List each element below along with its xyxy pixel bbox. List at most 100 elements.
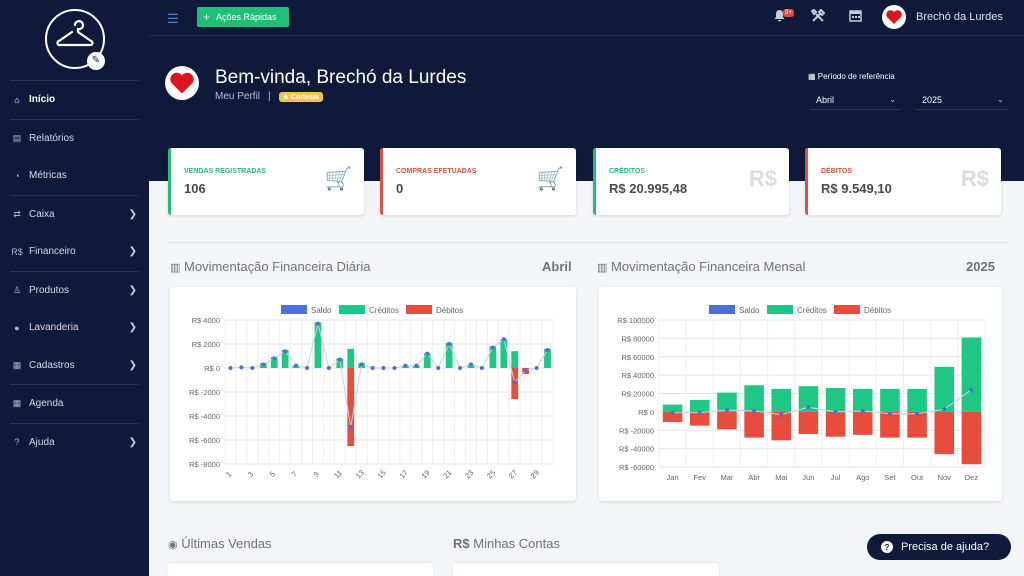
bar-creditos — [500, 339, 508, 368]
help-button[interactable]: ? Precisa de ajuda? — [867, 534, 1011, 560]
bar-debitos — [689, 411, 710, 426]
saldo-point — [228, 366, 233, 370]
bar-debitos — [961, 411, 982, 465]
sidebar-item-8[interactable]: ▦ Agenda — [0, 385, 149, 423]
edit-logo-icon[interactable]: ✎ — [87, 52, 105, 70]
saldo-point — [425, 351, 430, 356]
user-name[interactable]: Brechó da Lurdes — [916, 11, 1003, 23]
bar-creditos — [880, 388, 900, 412]
card-value: 106 — [184, 181, 206, 196]
y-tick-label: R$ 2000 — [192, 340, 220, 349]
x-tick-label: 19 — [419, 468, 431, 480]
bar-creditos — [489, 346, 497, 368]
y-tick-label: R$ -2000 — [189, 388, 220, 397]
saldo-point — [381, 366, 386, 370]
drop-icon: ● — [14, 322, 20, 333]
saldo-point — [969, 387, 974, 392]
sidebar-item-label: Métricas — [29, 170, 67, 182]
currency-icon: R$ — [748, 166, 777, 191]
saldo-point — [447, 342, 452, 346]
year-select[interactable]: 2025 ⌄ — [916, 91, 1008, 110]
store-logo[interactable] — [45, 9, 105, 69]
y-tick-label: R$ 4000 — [192, 316, 220, 325]
saldo-point — [501, 337, 506, 342]
kpi-card-1: COMPRAS EFETUADAS 0 🛒 — [380, 148, 576, 215]
chevron-down-icon: ⌄ — [997, 95, 1004, 104]
y-tick-label: R$ 80000 — [621, 334, 654, 343]
quick-actions-label: Ações Rápidas — [216, 12, 277, 22]
saldo-point — [305, 366, 309, 370]
sidebar-item-2[interactable]: ◔ Métricas — [0, 157, 149, 195]
card-accent — [168, 148, 171, 215]
bar-debitos — [347, 368, 355, 446]
sidebar-item-5[interactable]: ♙ Produtos ❯ — [0, 272, 149, 310]
my-profile-link[interactable]: Meu Perfil — [215, 91, 261, 102]
saldo-point — [403, 363, 408, 368]
sidebar-nav: ⌂ Início ▤ Relatórios ◔ Métricas ⇄ Caixa ❯ R$ Fina… — [0, 80, 149, 461]
y-tick-label: R$ -4000 — [189, 412, 220, 421]
cart-add-icon: 🛒 — [536, 166, 564, 191]
monthly-chart-title: ▥ Movimentação Financeira Mensal — [597, 259, 805, 274]
user-avatar[interactable] — [882, 5, 906, 29]
my-accounts-panel — [453, 563, 719, 576]
bar-debitos — [825, 411, 846, 437]
plan-badge-label: Cortesia — [290, 93, 319, 101]
top-bar: ☰ + Ações Rápidas 9+ Brechó da Lurdes — [149, 0, 1024, 36]
y-tick-label: R$ -40000 — [619, 445, 654, 454]
quick-actions-button[interactable]: + Ações Rápidas — [197, 7, 289, 27]
x-tick-label: Set — [884, 473, 896, 482]
sidebar-item-7[interactable]: ▦ Cadastros ❯ — [0, 347, 149, 385]
saldo-point — [523, 368, 528, 373]
sidebar-item-6[interactable]: ● Lavanderia ❯ — [0, 309, 149, 347]
sidebar-item-3[interactable]: ⇄ Caixa ❯ — [0, 196, 149, 234]
bar-creditos — [689, 399, 710, 412]
monthly-chart-period: 2025 — [966, 259, 995, 274]
saldo-point — [512, 380, 517, 385]
saldo-point — [779, 412, 784, 417]
saldo-point — [359, 362, 364, 367]
bar-creditos — [798, 386, 819, 412]
bar-debitos — [852, 411, 873, 435]
bar-creditos — [445, 342, 453, 368]
chart-icon: ▥ — [597, 262, 608, 274]
year-select-value: 2025 — [922, 95, 943, 105]
x-tick-label: Out — [911, 473, 924, 482]
sidebar-item-9[interactable]: ? Ajuda ❯ — [0, 424, 149, 462]
sidebar-divider — [10, 422, 139, 424]
x-tick-label: Ago — [856, 473, 869, 482]
month-select[interactable]: Abril ⌄ — [810, 91, 900, 110]
sidebar-item-0[interactable]: ⌂ Início — [0, 81, 149, 119]
currency-icon: R$ — [453, 536, 470, 551]
month-select-value: Abril — [816, 95, 835, 105]
card-accent — [805, 148, 808, 215]
x-tick-label: 3 — [246, 470, 255, 479]
bell-icon[interactable] — [773, 9, 786, 25]
menu-toggle-icon[interactable]: ☰ — [167, 11, 179, 26]
question-icon: ? — [881, 541, 893, 553]
bar-creditos — [281, 350, 289, 368]
daily-chart-title: ▥ Movimentação Financeira Diária — [170, 259, 370, 274]
y-tick-label: R$ -20000 — [619, 426, 654, 435]
hanger-icon — [56, 20, 94, 47]
chevron-right-icon: ❯ — [128, 359, 137, 371]
legend-swatch — [834, 305, 860, 314]
calendar-icon: ▦ — [12, 398, 22, 409]
sidebar-item-1[interactable]: ▤ Relatórios — [0, 120, 149, 158]
x-tick-label: Fev — [693, 473, 706, 482]
calendar-icon[interactable] — [849, 9, 862, 25]
recent-sales-title: ◉ Últimas Vendas — [168, 536, 272, 551]
tools-icon[interactable] — [810, 8, 826, 26]
x-tick-label: 17 — [398, 468, 410, 480]
saldo-point — [833, 409, 838, 414]
saldo-point — [348, 424, 353, 429]
period-label: ▦ Período de referência — [808, 72, 895, 81]
bar-creditos — [270, 357, 278, 368]
help-button-label: Precisa de ajuda? — [901, 541, 990, 553]
x-tick-label: 5 — [268, 470, 277, 479]
card-label: COMPRAS EFETUADAS — [396, 168, 477, 175]
sidebar-item-4[interactable]: R$ Financeiro ❯ — [0, 233, 149, 271]
x-tick-label: Dez — [965, 473, 979, 482]
legend-label: Créditos — [797, 306, 827, 315]
saldo-point — [915, 411, 920, 416]
bar-creditos — [347, 348, 355, 368]
